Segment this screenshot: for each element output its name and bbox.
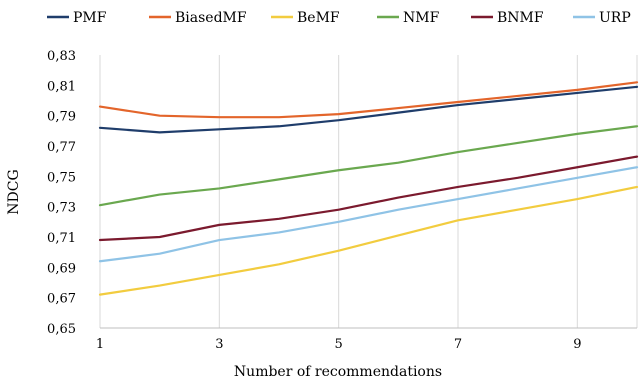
series-line-nmf [98,125,639,207]
series-lines [98,81,639,296]
y-tick-label: 0,73 [47,201,76,216]
legend-label-biasedmf: BiasedMF [175,10,247,26]
x-tick-label: 3 [215,337,223,352]
grid [99,55,638,329]
y-tick-label: 0,67 [47,292,76,307]
y-tick-label: 0,81 [47,79,76,94]
x-axis: 1 3 5 7 9 [96,337,582,352]
legend-label-bemf: BeMF [297,10,340,26]
y-tick-label: 0,75 [47,170,76,185]
x-tick-label: 9 [573,337,581,352]
legend-label-urp: URP [599,10,631,26]
y-tick-label: 0,71 [47,231,76,246]
legend: PMF BiasedMF BeMF NMF BNMF URP [47,10,631,26]
legend-label-pmf: PMF [73,10,107,26]
legend-label-bnmf: BNMF [497,10,544,26]
x-tick-label: 7 [454,337,462,352]
series-line-biasedmf [98,81,639,119]
x-tick-label: 1 [96,337,104,352]
y-axis-title: NDCG [6,169,22,214]
y-axis: 0,65 0,67 0,69 0,71 0,73 0,75 0,77 0,79 0,81 0,83 [47,49,76,337]
y-tick-label: 0,79 [47,110,76,125]
y-tick-label: 0,83 [47,49,76,64]
series-line-urp [98,166,639,263]
x-axis-title: Number of recommendations [234,364,442,380]
series-line-bemf [98,185,639,296]
series-line-bnmf [98,155,639,242]
legend-label-nmf: NMF [403,10,440,26]
y-tick-label: 0,77 [47,140,76,155]
y-tick-label: 0,69 [47,261,76,276]
series-line-pmf [98,85,639,134]
x-tick-label: 5 [335,337,343,352]
y-tick-label: 0,65 [47,322,76,337]
